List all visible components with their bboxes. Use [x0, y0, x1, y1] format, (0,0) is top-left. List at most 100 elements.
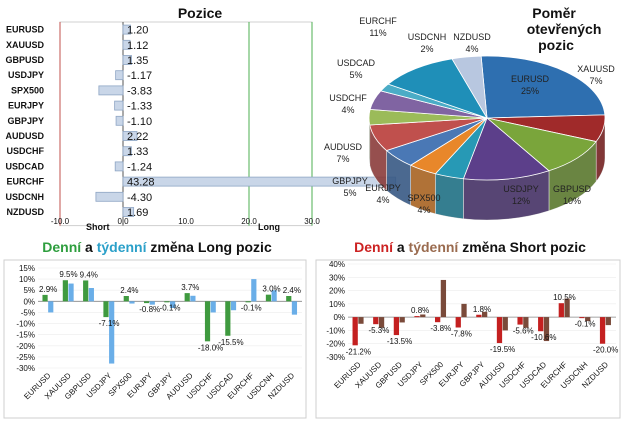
y-tick-label: -15% [16, 331, 35, 340]
data-label-nzdusd: -20.0% [593, 346, 618, 355]
short-chart-title: Denní a týdenní změna Short pozic [354, 239, 586, 255]
category-label-nzdusd: NZDUSD [7, 207, 45, 217]
value-label-eurusd: 1.20 [127, 25, 148, 37]
bar-usdjpy-s0 [414, 316, 420, 318]
pie-slice-eurchf [387, 58, 488, 119]
data-label-spx500: -3.8% [430, 324, 451, 333]
pie-label-usdchf: USDCHF [329, 93, 367, 103]
value-label-eurchf: 43.28 [127, 177, 155, 189]
title-part-3: změna Long pozic [147, 239, 272, 255]
category-label-usdchf: USDCHF [7, 146, 45, 156]
pie-pct-eurusd: 25% [521, 86, 539, 96]
bar-eurchf-s1 [251, 279, 257, 302]
data-label-gbpjpy: 1.8% [473, 305, 491, 314]
bar-xauusd [122, 39, 131, 50]
pie-side-shade-gbpusd [548, 141, 597, 211]
pie-label-eurjpy: EURJPY [365, 183, 401, 193]
pie-side-shade-gbpjpy [386, 150, 411, 206]
bar-gbpjpy-s1 [170, 301, 176, 308]
pie-pct-usdjpy: 12% [512, 196, 530, 206]
data-label-eurchf: 10.5% [553, 293, 576, 302]
bar-gbpusd [122, 55, 132, 65]
data-label-xauusd: -5.3% [368, 326, 389, 335]
pie-label-usdjpy: USDJPY [503, 184, 539, 194]
pie-pct-gbpjpy: 5% [343, 188, 356, 198]
pie-pct-usdchf: 4% [341, 105, 354, 115]
data-label-eurusd: -21.2% [346, 347, 371, 356]
pie-pct-eurjpy: 4% [376, 195, 389, 205]
y-tick-label: -20% [326, 340, 345, 349]
pie-label-usdcad: USDCAD [337, 58, 376, 68]
long-chart-frame [3, 259, 307, 419]
category-label-usdcnh: USDCNH [5, 192, 44, 202]
bar-usdchf-s0 [204, 301, 211, 342]
pie-pct-usdcnh: 2% [420, 44, 433, 54]
y-tick-label: 30% [329, 273, 345, 282]
bar-spx500-s1 [129, 301, 135, 304]
bar-gbpjpy-s1 [482, 311, 488, 318]
pie-side-shade-usdjpy [463, 170, 549, 220]
pie-side-shade-audusd [369, 124, 387, 191]
data-label-gbpusd: -13.5% [387, 337, 412, 346]
bar-eurjpy-s1 [149, 301, 155, 305]
y-tick-label: -25% [16, 353, 35, 362]
pie-label-spx500: SPX500 [407, 193, 440, 203]
bar-eurusd-s0 [42, 294, 48, 302]
value-label-xauusd: 1.12 [127, 40, 148, 52]
bar-gbpjpy [115, 115, 124, 126]
long-change-chart: Denní a týdenní změna Long pozic 15% 10% 5… [3, 239, 307, 419]
y-tick-label: 10% [329, 300, 345, 309]
y-tick-label: -5% [21, 308, 35, 317]
bar-spx500-s0 [434, 317, 441, 323]
pie-side-shade-xauusd [596, 118, 605, 182]
pie-pct-nzdusd: 4% [465, 44, 478, 54]
pie-pct-gbpusd: 10% [563, 196, 581, 206]
bar-usdchf-s1 [210, 301, 216, 313]
pie-side-shade-spx500 [435, 173, 464, 219]
data-label-audusd: 3.7% [181, 283, 199, 292]
bar-usdjpy [115, 70, 124, 81]
long-chart-title: Denní a týdenní změna Long pozic [42, 239, 272, 255]
pie-slice-gbpusd [486, 117, 597, 172]
category-label-eurusd: EURUSD [6, 25, 45, 35]
bar-eurchf-s1 [564, 298, 570, 318]
bar-eurjpy-s1 [461, 303, 467, 318]
category-label-spx500: SPX500 [11, 85, 44, 95]
title-part-2: týdenní [409, 239, 460, 255]
value-label-usdcad: -1.24 [127, 161, 152, 173]
pie-title: Poměr otevřených pozic [527, 5, 606, 53]
bar-gbpusd-s1 [88, 288, 94, 302]
short-chart-frame [315, 259, 621, 419]
bar-usdcnh-s0 [265, 294, 272, 302]
value-label-usdjpy: -1.17 [127, 70, 152, 82]
title-part-0: Denní [354, 239, 394, 255]
title-part-1: a [81, 239, 97, 255]
y-tick-label: 10% [19, 275, 35, 284]
bar-eurusd-s1 [48, 301, 54, 313]
data-label-gbpjpy: -0.1% [160, 304, 181, 313]
pie-side-shade-eurjpy [410, 165, 436, 214]
category-label-eurjpy: EURJPY [8, 101, 44, 111]
value-label-spx500: -3.83 [127, 85, 152, 97]
bar-audusd [122, 131, 138, 141]
bar-usdcad [114, 161, 124, 172]
bar-usdcad-s0 [225, 301, 231, 336]
title-part-2: týdenní [97, 239, 148, 255]
bar-nzdusd-s0 [599, 317, 606, 344]
bar-nzdusd [122, 207, 135, 217]
x-tick-label: 20.0 [241, 217, 257, 226]
data-label-usdchf: -18.0% [198, 343, 223, 352]
pie-slice-nzdusd [451, 55, 488, 119]
bar-spx500 [98, 85, 124, 96]
data-label-usdcad: -10.6% [531, 333, 556, 342]
data-label-usdchf: -5.6% [513, 327, 534, 336]
bar-usdjpy-s1 [109, 301, 115, 364]
bar-spx500-s0 [123, 296, 129, 302]
category-label-eurchf: EURCHF [7, 177, 45, 187]
title-part-3: změna Short pozic [458, 239, 586, 255]
short-label: Short [86, 222, 110, 232]
category-label-audusd: AUDUSD [5, 131, 44, 141]
bar-xauusd-s1 [68, 283, 74, 302]
bar-usdcad-s1 [230, 301, 237, 311]
